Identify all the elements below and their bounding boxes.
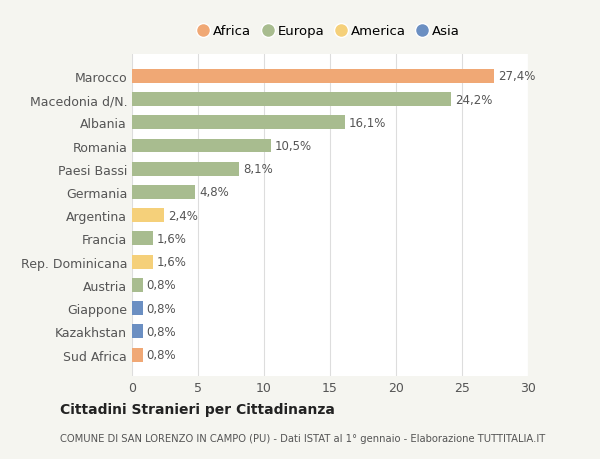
Text: 0,8%: 0,8% xyxy=(146,279,176,292)
Text: 4,8%: 4,8% xyxy=(199,186,229,199)
Bar xyxy=(132,348,143,362)
Text: 1,6%: 1,6% xyxy=(157,256,187,269)
Bar xyxy=(132,255,153,269)
Bar xyxy=(132,302,143,315)
Bar xyxy=(132,278,143,292)
Text: Cittadini Stranieri per Cittadinanza: Cittadini Stranieri per Cittadinanza xyxy=(60,402,335,416)
Bar xyxy=(132,116,344,130)
Bar xyxy=(132,139,271,153)
Legend: Africa, Europa, America, Asia: Africa, Europa, America, Asia xyxy=(194,20,466,44)
Text: 2,4%: 2,4% xyxy=(167,209,197,222)
Bar xyxy=(132,209,164,223)
Text: 24,2%: 24,2% xyxy=(455,93,493,106)
Bar xyxy=(132,232,153,246)
Text: 0,8%: 0,8% xyxy=(146,325,176,338)
Text: COMUNE DI SAN LORENZO IN CAMPO (PU) - Dati ISTAT al 1° gennaio - Elaborazione TU: COMUNE DI SAN LORENZO IN CAMPO (PU) - Da… xyxy=(60,433,545,442)
Text: 0,8%: 0,8% xyxy=(146,348,176,361)
Text: 1,6%: 1,6% xyxy=(157,232,187,246)
Text: 10,5%: 10,5% xyxy=(275,140,311,153)
Bar xyxy=(132,70,494,84)
Bar xyxy=(132,93,451,107)
Bar xyxy=(132,162,239,176)
Text: 0,8%: 0,8% xyxy=(146,302,176,315)
Text: 27,4%: 27,4% xyxy=(497,70,535,83)
Bar xyxy=(132,325,143,339)
Text: 16,1%: 16,1% xyxy=(349,117,386,129)
Text: 8,1%: 8,1% xyxy=(243,163,272,176)
Bar xyxy=(132,185,196,200)
